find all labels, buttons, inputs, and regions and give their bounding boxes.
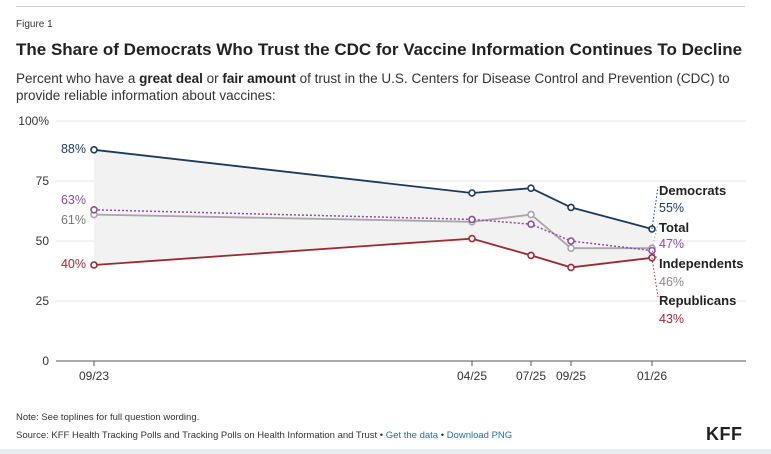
democrats-label-leader [651,186,659,230]
independents-point-0 [90,206,98,214]
subtitle-bold-fair-amount: fair amount [222,71,296,86]
subtitle-post: of trust in the U.S. Centers for Disease… [16,71,730,103]
gap-shaded-area [94,149,652,268]
line-chart: 0 25 50 75 100% 09/23 04/25 07/25 09/25 01/26 88% 6… [18,114,746,383]
top-rule [16,6,745,7]
republicans-start-label: 40% [61,257,86,271]
source-separator: • [377,430,386,441]
total-start-label: 61% [61,213,86,227]
chart-source: Source: KFF Health Tracking Polls and Tr… [16,430,512,441]
republicans-end-name: Republicans [659,293,736,308]
chart-title: The Share of Democrats Who Trust the CDC… [16,40,743,59]
republicans-point-1 [468,234,476,243]
republicans-point-0 [90,261,98,269]
republicans-point-2 [527,251,535,260]
independents-start-label: 63% [61,193,86,207]
x-tick-label-4: 01/26 [637,369,667,383]
y-tick-label-50: 50 [36,234,50,248]
total-label-leader [651,223,659,249]
subtitle-mid: or [202,71,223,86]
democrats-end-name: Democrats [659,183,726,198]
total-point-2 [527,210,535,219]
total-point-3 [567,244,575,252]
kff-logo: KFF [706,424,743,444]
download-png-link[interactable]: Download PNG [446,430,513,441]
chart-note: Note: See toplines for full question wor… [16,412,200,423]
total-end-value: 47% [659,237,684,251]
independents-end-value: 46% [659,275,684,289]
total-end-name: Total [659,220,689,235]
y-tick-label-25: 25 [36,294,50,308]
x-tick-label-2: 07/25 [516,369,546,383]
democrats-point-3 [567,203,575,212]
democrats-point-0 [90,146,98,154]
x-tick-label-0: 09/23 [79,369,109,383]
y-tick-label-100: 100% [18,114,49,128]
source-text: Source: KFF Health Tracking Polls and Tr… [16,430,378,441]
y-tick-label-75: 75 [36,174,50,188]
independents-end-name: Independents [659,256,744,271]
x-tick-label-1: 04/25 [457,369,487,383]
independents-point-1 [468,215,476,224]
democrats-end-value: 55% [659,201,684,215]
get-the-data-link[interactable]: Get the data [385,430,439,441]
republicans-end-value: 43% [659,312,684,326]
y-tick-label-0: 0 [42,354,49,368]
chart-subtitle: Percent who have a great deal or fair am… [16,70,746,104]
democrats-point-1 [468,189,476,197]
source-separator-2: • [438,430,447,441]
independents-point-2 [527,220,535,228]
democrats-point-2 [527,184,535,192]
subtitle-bold-great-deal: great deal [139,71,203,86]
democrats-start-label: 88% [61,142,86,156]
figure-label: Figure 1 [16,19,53,30]
subtitle-pre: Percent who have a [16,71,140,86]
republicans-label-leader [651,257,659,298]
bottom-bar [0,449,771,454]
independents-point-3 [567,237,575,245]
x-tick-label-3: 09/25 [556,369,586,383]
republicans-point-3 [567,263,575,272]
